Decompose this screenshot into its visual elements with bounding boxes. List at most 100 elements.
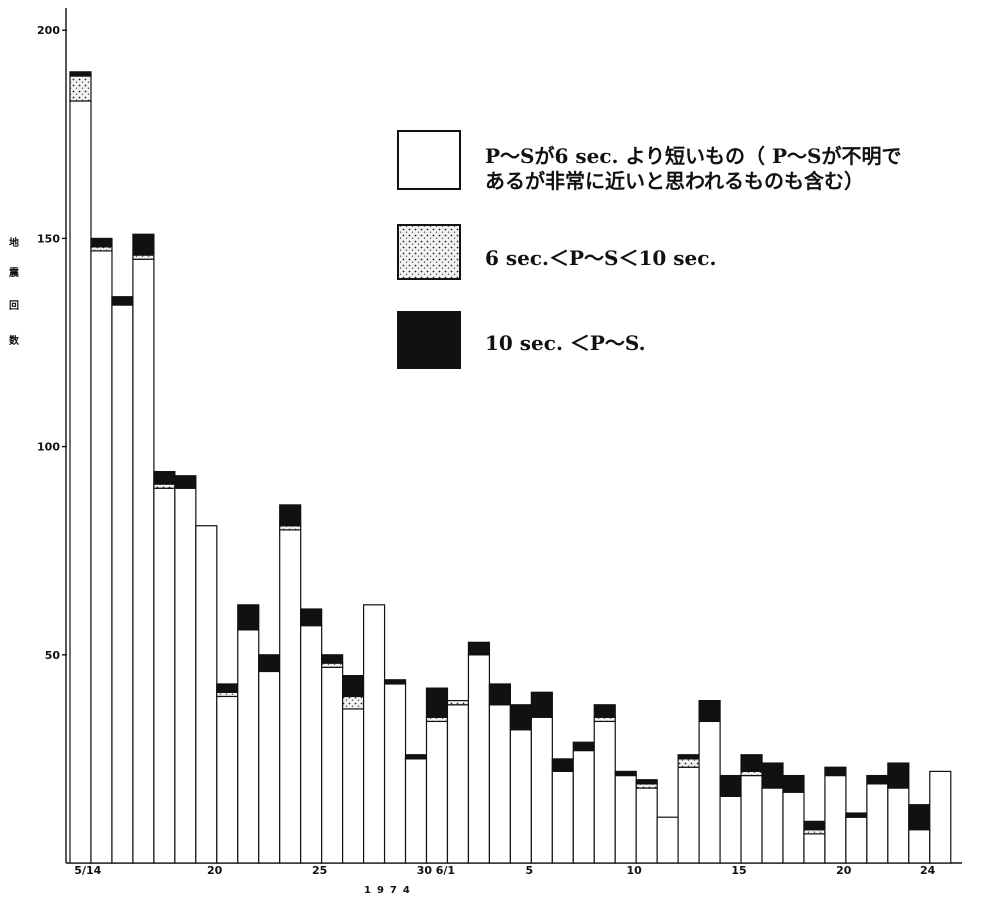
bar-segment-solid [425, 687, 449, 718]
bar-segment-blank [321, 666, 344, 864]
y-tick-label: 50 [45, 649, 61, 662]
bar-segment-solid [279, 504, 302, 527]
bar-segment-blank [467, 654, 491, 864]
bar-segment-solid [908, 804, 931, 831]
bar-segment-dotted [593, 716, 616, 723]
bar-segment-blank [677, 766, 700, 864]
bar-segment-blank [69, 100, 92, 864]
bar-segment-solid [845, 812, 868, 818]
bar-segment-dotted [153, 483, 176, 489]
y-tick-label: 100 [37, 441, 60, 454]
bar-segment-blank [279, 529, 302, 864]
x-tick-label: 5 [525, 864, 533, 877]
bar-segment-blank [740, 774, 763, 864]
x-tick-label: 25 [312, 864, 327, 877]
bar-segment-blank [866, 783, 889, 864]
y-axis-label-char: 震 [9, 267, 20, 279]
bar-segment-blank [153, 487, 176, 864]
x-tick-label: 15 [731, 864, 746, 877]
bar-segment-solid [509, 704, 532, 731]
bar-segment-solid [719, 774, 742, 797]
bar-segment-solid [258, 654, 281, 673]
x-tick-label: 20 [207, 864, 223, 877]
legend-label-blank-line1: P～Sが6 sec. より短いもの（ P～Sが不明で [485, 144, 902, 168]
bar-segment-solid [677, 754, 700, 760]
bar-segment-blank [342, 708, 365, 864]
x-tick-label: 10 [626, 864, 642, 877]
bar-segment-solid [237, 604, 260, 631]
bar-segment-blank [362, 604, 386, 864]
legend-label-dotted: 6 sec.＜P～S＜10 sec. [485, 246, 716, 270]
bar-segment-solid [300, 608, 323, 627]
bar-segment-blank [572, 749, 595, 864]
bar-segment-dotted [740, 770, 763, 777]
bar-segment-blank [195, 525, 218, 864]
y-ticks: 50 100 150 200 [37, 24, 67, 662]
bar-segment-blank [698, 720, 721, 864]
bar-segment-solid [761, 762, 784, 789]
bar-segment-solid [572, 741, 595, 752]
bar-segment-blank [845, 816, 868, 864]
bar-segment-dotted [803, 829, 826, 835]
bar-segment-dotted [425, 716, 449, 723]
bar-segment-solid [321, 654, 344, 664]
bar-segment-dotted [90, 246, 113, 252]
bar-segment-blank [551, 770, 574, 864]
bar-segment-solid [342, 675, 365, 698]
bar-segment-solid [530, 691, 553, 718]
bar-segment-dotted [216, 691, 239, 698]
bar-segment-blank [803, 833, 826, 864]
legend: P～Sが6 sec. より短いもの（ P～Sが不明で あるが非常に近いと思われる… [397, 130, 902, 369]
bar-segment-blank [719, 795, 742, 864]
y-axis-label-char: 地 [9, 236, 19, 249]
bar-segment-solid [614, 770, 637, 777]
y-tick-label: 200 [37, 24, 60, 37]
bar-segment-solid [132, 233, 155, 256]
bar-segment-dotted [446, 699, 470, 706]
bar-segment-solid [174, 475, 197, 489]
bar-segment-solid [69, 71, 92, 77]
bar-segment-dotted [342, 695, 365, 710]
y-tick-label: 150 [37, 232, 60, 245]
bar-segment-blank [908, 829, 931, 864]
y-axis-label-char: 回 [9, 300, 19, 312]
x-tick-label: 5/14 [74, 864, 101, 877]
bar-segment-blank [656, 816, 679, 864]
bar-segment-solid [824, 766, 847, 777]
bar-segment-dotted [321, 662, 344, 668]
x-tick-label: 24 [920, 864, 936, 877]
bars [69, 71, 952, 864]
bar-segment-blank [111, 304, 134, 864]
bar-segment-blank [614, 774, 637, 864]
bar-segment-dotted [635, 783, 658, 789]
bar-segment-blank [446, 704, 470, 864]
bar-segment-solid [551, 758, 574, 772]
bar-segment-blank [593, 720, 616, 864]
bar-segment-solid [887, 762, 910, 789]
bar-segment-solid [404, 754, 428, 760]
bar-segment-blank [404, 758, 428, 864]
bar-segment-solid [488, 683, 511, 706]
bar-segment-blank [782, 791, 805, 864]
bar-segment-blank [300, 625, 323, 864]
x-tick-labels: 5/14 20 25 30 6/1 5 10 15 20 24 [74, 864, 935, 877]
legend-label-blank-line2: あるが非常に近いと思われるものも含む） [485, 169, 864, 193]
bar-segment-solid [111, 296, 134, 306]
legend-swatch-dotted [397, 224, 461, 280]
bar-segment-blank [216, 695, 239, 864]
bar-segment-blank [132, 258, 155, 864]
x-axis-year-label: 1974 [364, 885, 416, 896]
bar-segment-blank [488, 704, 511, 864]
bar-segment-solid [90, 237, 113, 248]
y-axis-label-char: 数 [9, 334, 20, 347]
bar-segment-blank [929, 770, 952, 864]
bar-segment-blank [509, 729, 532, 864]
bar-segment-dotted [677, 758, 700, 768]
bar-segment-solid [740, 754, 763, 772]
bar-segment-blank [383, 683, 407, 864]
bar-segment-solid [782, 774, 805, 793]
x-tick-label: 30 [417, 864, 433, 877]
bar-segment-blank [824, 774, 847, 864]
bar-segment-blank [237, 629, 260, 864]
